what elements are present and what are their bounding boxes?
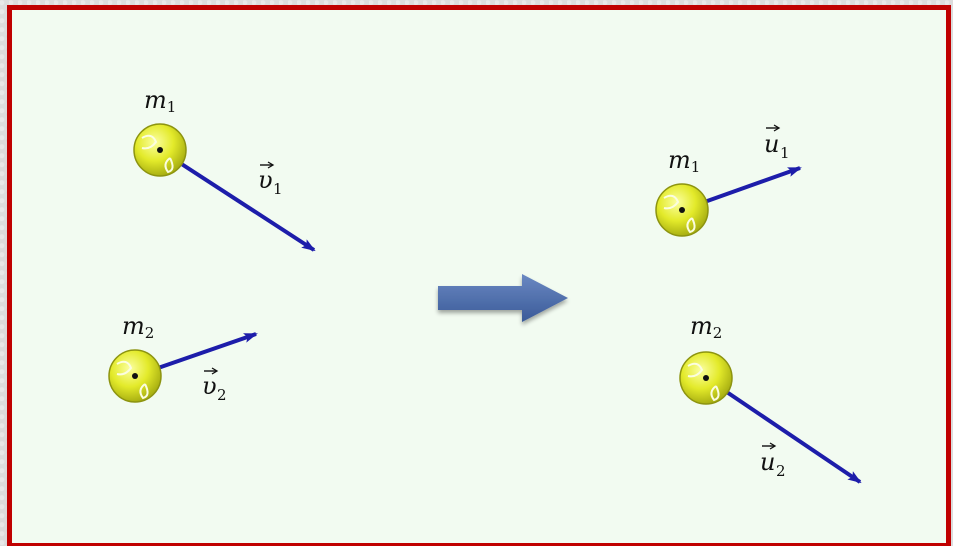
- after-ball2: m2 u 2: [679, 312, 862, 484]
- before-velocity1-vector: [158, 148, 316, 252]
- svg-text:u: u: [764, 130, 779, 158]
- diagram-frame: [7, 5, 951, 546]
- tennis-ball-icon: [133, 123, 187, 177]
- before-ball2: m2 υ 2: [108, 312, 258, 404]
- svg-text:υ: υ: [202, 372, 217, 400]
- svg-text:u: u: [760, 448, 775, 476]
- after-ball1: m1 u 1: [655, 124, 802, 237]
- svg-text:2: 2: [217, 386, 227, 404]
- after-velocity2-vector: [704, 376, 862, 484]
- after-mass1-label: m1: [668, 146, 700, 176]
- svg-text:1: 1: [780, 144, 790, 162]
- tennis-ball-icon: [679, 351, 733, 405]
- svg-text:υ: υ: [258, 166, 273, 194]
- svg-text:1: 1: [273, 180, 283, 198]
- after-velocity2-label: u 2: [760, 442, 786, 480]
- before-velocity1-label: υ 1: [258, 161, 283, 198]
- after-velocity1-label: u 1: [764, 124, 790, 162]
- before-velocity2-label: υ 2: [202, 367, 227, 404]
- before-ball1: m1 υ 1: [133, 86, 316, 252]
- svg-text:2: 2: [776, 462, 786, 480]
- tennis-ball-icon: [108, 349, 162, 403]
- after-mass2-label: m2: [690, 312, 722, 342]
- before-mass1-label: m1: [144, 86, 176, 116]
- before-mass2-label: m2: [122, 312, 154, 342]
- right-arrow-icon: [438, 274, 568, 322]
- tennis-ball-icon: [655, 183, 709, 237]
